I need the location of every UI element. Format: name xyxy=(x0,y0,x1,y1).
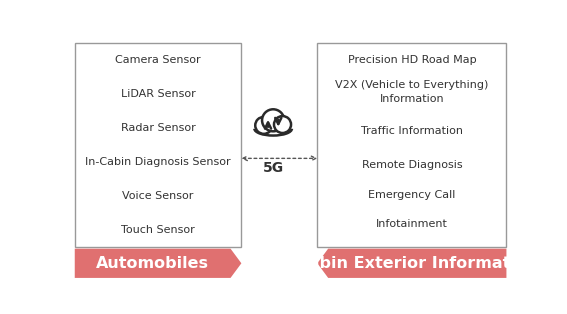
Text: Voice Sensor: Voice Sensor xyxy=(122,191,194,201)
Text: Infotainment: Infotainment xyxy=(376,219,448,229)
Bar xyxy=(318,43,506,247)
Text: Precision HD Road Map: Precision HD Road Map xyxy=(348,55,476,65)
Text: V2X (Vehicle to Everything)
Information: V2X (Vehicle to Everything) Information xyxy=(335,80,489,104)
Bar xyxy=(255,117,292,130)
Text: 5G: 5G xyxy=(263,161,284,175)
Polygon shape xyxy=(75,249,242,278)
Polygon shape xyxy=(318,249,506,278)
Text: Remote Diagnosis: Remote Diagnosis xyxy=(362,160,462,171)
Text: LiDAR Sensor: LiDAR Sensor xyxy=(121,89,196,99)
Text: Radar Sensor: Radar Sensor xyxy=(121,123,196,133)
Circle shape xyxy=(274,116,291,133)
Text: In-Cabin Diagnosis Sensor: In-Cabin Diagnosis Sensor xyxy=(85,157,231,167)
Circle shape xyxy=(262,109,284,131)
Circle shape xyxy=(255,117,272,134)
Text: Camera Sensor: Camera Sensor xyxy=(115,55,201,65)
Text: Cabin Exterior Information: Cabin Exterior Information xyxy=(297,256,538,271)
Text: Traffic Information: Traffic Information xyxy=(361,126,463,136)
Text: Emergency Call: Emergency Call xyxy=(368,190,455,200)
Bar xyxy=(75,43,242,247)
Text: Automobiles: Automobiles xyxy=(96,256,209,271)
Text: Touch Sensor: Touch Sensor xyxy=(121,225,195,235)
